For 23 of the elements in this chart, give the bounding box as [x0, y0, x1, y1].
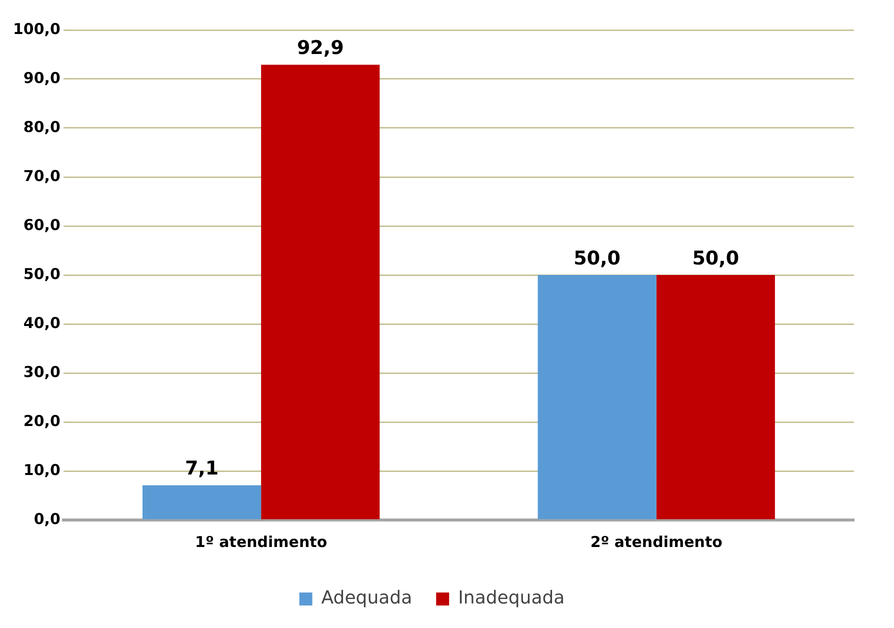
data-label: 50,0 [692, 247, 740, 270]
bar [261, 64, 380, 520]
y-tick-label: 20,0 [23, 412, 60, 430]
legend-label: Adequada [321, 588, 412, 609]
y-tick-label: 50,0 [23, 264, 60, 283]
y-tick-label: 40,0 [23, 314, 60, 332]
y-tick-label: 0,0 [34, 510, 60, 528]
y-tick-label: 60,0 [23, 216, 60, 234]
y-tick-label: 30,0 [23, 362, 60, 381]
data-label: 92,9 [296, 37, 344, 60]
y-tick-label: 80,0 [23, 118, 60, 136]
bar [142, 485, 262, 520]
x-tick-label: 2º atendimento [590, 532, 722, 551]
bar [656, 275, 775, 520]
y-tick-label: 10,0 [23, 460, 60, 479]
y-tick-label: 100,0 [12, 20, 60, 38]
y-tick-label: 90,0 [23, 68, 60, 87]
legend-label: Inadequada [458, 588, 565, 609]
y-tick-label: 70,0 [23, 166, 60, 185]
data-label: 50,0 [574, 247, 621, 270]
bar [538, 275, 656, 520]
x-tick-label: 1º atendimento [195, 532, 328, 551]
data-label: 7,1 [184, 458, 219, 480]
